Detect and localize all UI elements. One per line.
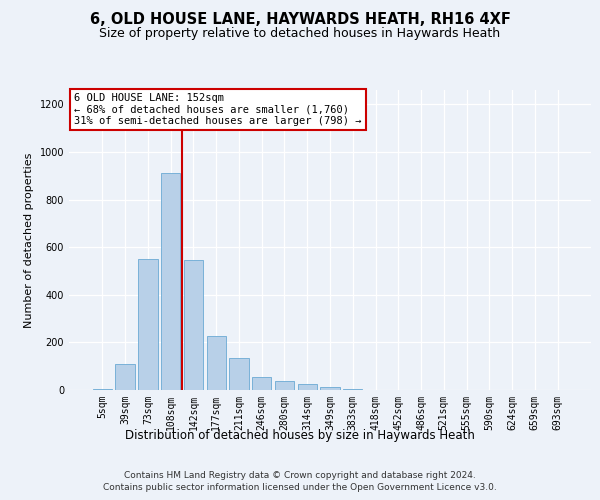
Bar [206,336,226,390]
Y-axis label: Number of detached properties: Number of detached properties [24,152,34,328]
Bar [343,389,362,390]
Text: Size of property relative to detached houses in Haywards Heath: Size of property relative to detached ho… [100,28,500,40]
Bar [93,389,112,390]
Text: 6 OLD HOUSE LANE: 152sqm
← 68% of detached houses are smaller (1,760)
31% of sem: 6 OLD HOUSE LANE: 152sqm ← 68% of detach… [74,93,362,126]
Bar [298,384,317,390]
Text: Distribution of detached houses by size in Haywards Heath: Distribution of detached houses by size … [125,428,475,442]
Bar [184,260,203,390]
Text: Contains public sector information licensed under the Open Government Licence v3: Contains public sector information licen… [103,484,497,492]
Bar [229,358,248,390]
Bar [320,387,340,390]
Bar [252,377,271,390]
Bar [275,381,294,390]
Bar [115,364,135,390]
Text: Contains HM Land Registry data © Crown copyright and database right 2024.: Contains HM Land Registry data © Crown c… [124,471,476,480]
Bar [161,174,181,390]
Bar [138,259,158,390]
Text: 6, OLD HOUSE LANE, HAYWARDS HEATH, RH16 4XF: 6, OLD HOUSE LANE, HAYWARDS HEATH, RH16 … [89,12,511,28]
